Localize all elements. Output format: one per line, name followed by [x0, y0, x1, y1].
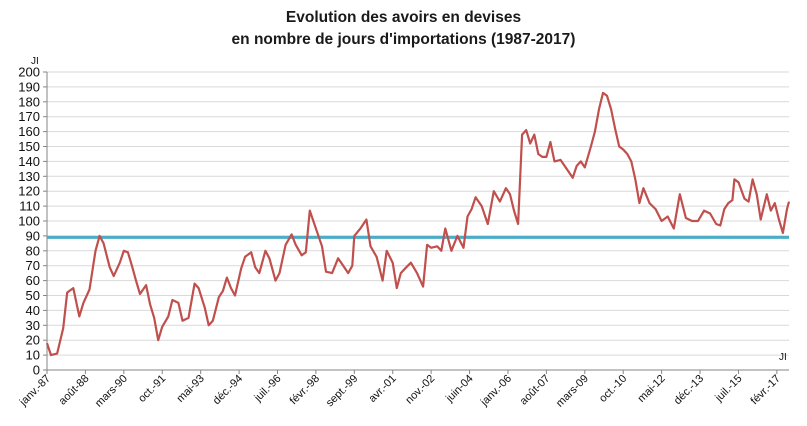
- x-tick-labels: janv.-87 août-88 mars-90 oct.-91 mai-93 déc.-…: [17, 373, 783, 410]
- x-tick-label: mars-90: [93, 373, 130, 410]
- x-tick-label: août-07: [518, 373, 553, 408]
- y-tick-label: 10: [26, 348, 40, 363]
- x-tick-label: sept.-99: [324, 373, 361, 410]
- series-layer: [45, 91, 791, 357]
- y-tick-label: 140: [18, 154, 40, 169]
- x-tick-label: déc.-13: [672, 373, 706, 407]
- y-tick-label: 50: [26, 288, 40, 303]
- y-tick-label: 100: [18, 214, 40, 229]
- x-tick-label: janv.-06: [478, 373, 514, 409]
- y-tick-label: 190: [18, 79, 40, 94]
- x-tick-label: juin-04: [443, 373, 476, 406]
- x-tick-label: avr.-01: [367, 373, 399, 405]
- gridlines: [47, 71, 789, 371]
- series-line: [45, 91, 791, 357]
- y-tick-label: 150: [18, 139, 40, 154]
- axes: [43, 71, 789, 374]
- x-tick-label: mai-93: [175, 373, 207, 405]
- y-tick-label: 60: [26, 273, 40, 288]
- y-tick-label: 200: [18, 65, 40, 80]
- y-axis-unit-label-right: JI: [779, 352, 787, 363]
- y-tick-label: 20: [26, 333, 40, 348]
- y-tick-label: 80: [26, 243, 40, 258]
- y-tick-label: 30: [26, 318, 40, 333]
- y-tick-labels: 0102030405060708090100110120130140150160…: [18, 65, 40, 378]
- y-axis-unit-label: JI: [31, 56, 39, 67]
- y-tick-label: 90: [26, 228, 40, 243]
- x-tick-label: nov.-02: [403, 373, 437, 407]
- chart-subtitle: en nombre de jours d'importations (1987-…: [231, 31, 576, 48]
- x-tick-label: janv.-87: [17, 373, 53, 409]
- y-tick-label: 180: [18, 94, 40, 109]
- y-tick-label: 70: [26, 258, 40, 273]
- x-tick-label: déc.-94: [211, 373, 245, 407]
- x-tick-label: mai-12: [635, 373, 667, 405]
- y-tick-label: 40: [26, 303, 40, 318]
- x-tick-label: oct.-91: [136, 373, 168, 405]
- y-tick-label: 120: [18, 184, 40, 199]
- x-tick-label: août-88: [57, 373, 92, 408]
- x-tick-label: févr.-98: [288, 373, 322, 407]
- x-tick-label: févr.-17: [749, 373, 783, 407]
- x-tick-label: juil.-15: [712, 373, 744, 405]
- y-tick-label: 0: [33, 363, 40, 378]
- chart-title: Evolution des avoirs en devises: [285, 9, 522, 26]
- y-tick-label: 170: [18, 109, 40, 124]
- y-tick-label: 160: [18, 124, 40, 139]
- y-tick-label: 110: [19, 199, 40, 214]
- x-tick-label: oct.-10: [597, 373, 629, 405]
- x-tick-label: mars-09: [554, 373, 591, 410]
- x-tick-label: juil.-96: [251, 373, 283, 405]
- y-tick-label: 130: [18, 169, 40, 184]
